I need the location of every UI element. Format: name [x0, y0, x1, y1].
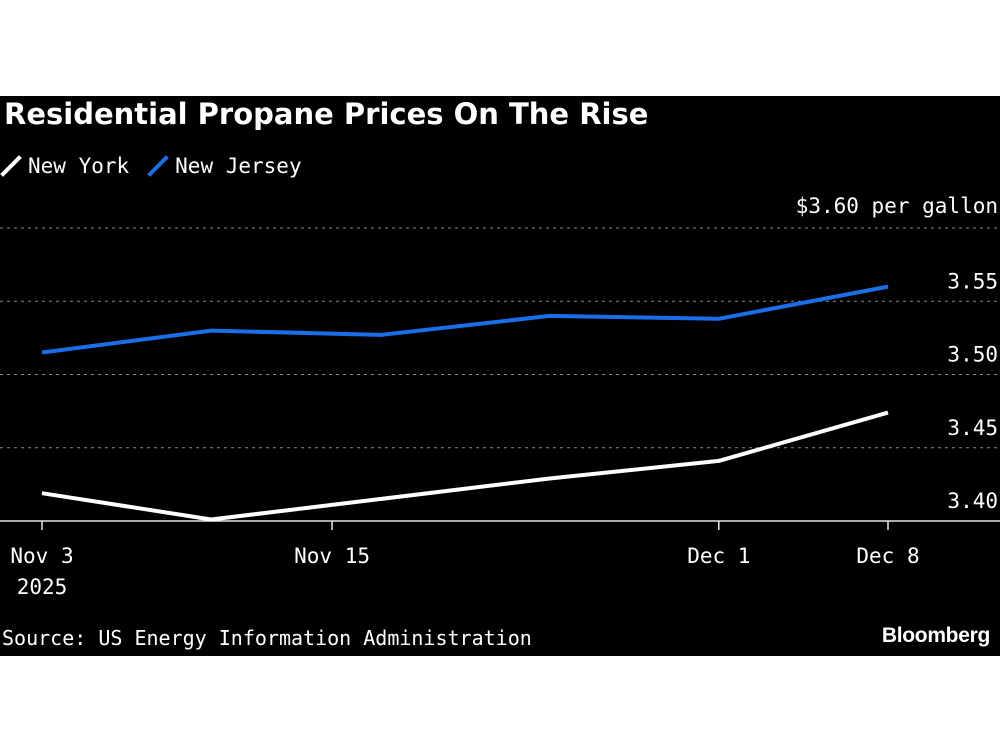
legend-swatch-line-new-york	[0, 155, 22, 177]
legend-swatch-new-york	[0, 155, 22, 177]
line-chart: 3.40 3.45 3.50 3.55 $3.60 per gallon Nov 3 202…	[0, 194, 1000, 599]
x-tick-label-0: Nov 3	[10, 544, 73, 568]
legend-item-new-jersey: New Jersey	[147, 154, 302, 178]
y-tick-label-0: 3.40	[947, 489, 998, 513]
y-axis-unit-label: $3.60 per gallon	[796, 194, 998, 218]
chart-panel: Residential Propane Prices On The Rise N…	[0, 96, 1000, 656]
bloomberg-logo: Bloomberg	[881, 624, 990, 647]
legend-label-new-jersey: New Jersey	[175, 154, 302, 178]
series-line-new-jersey	[41, 284, 889, 355]
legend-label-new-york: New York	[28, 154, 130, 178]
x-tick-label-1: Nov 15	[294, 544, 370, 568]
y-tick-label-2: 3.50	[947, 343, 998, 367]
legend-item-new-york: New York	[0, 154, 129, 178]
chart-title: Residential Propane Prices On The Rise	[4, 97, 649, 131]
source-note: Source: US Energy Information Administra…	[2, 626, 532, 650]
y-tick-label-3: 3.55	[947, 269, 998, 293]
x-tick-sublabel-0: 2025	[17, 575, 68, 599]
series-line-new-york	[41, 410, 889, 522]
x-tick-label-2: Dec 1	[687, 544, 750, 568]
y-tick-label-1: 3.45	[947, 416, 998, 440]
x-tick-label-3: Dec 8	[856, 544, 919, 568]
legend-swatch-new-jersey	[147, 155, 169, 177]
legend-swatch-line-new-jersey	[147, 155, 169, 177]
legend: New York New Jersey	[0, 151, 320, 181]
